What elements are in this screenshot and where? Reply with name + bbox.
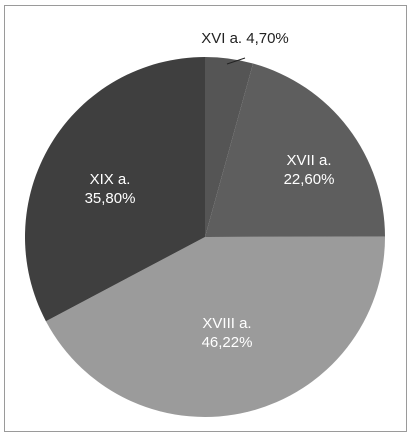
pie-slice-2 (205, 63, 385, 237)
pie-slice-1 (205, 57, 254, 237)
pie-chart: XVI a. 4,70% XVII a. 22,60% XVIII a. 46,22% X… (25, 30, 386, 418)
slice-label-3: XVIII a. 46,22% (202, 315, 253, 351)
pie-slice-3 (45, 236, 386, 418)
chart-frame: XVI a. 4,70% XVII a. 22,60% XVIII a. 46,22% X… (4, 5, 407, 432)
slice-label-2: XVII a. 22,60% (284, 152, 335, 188)
leader-line-1 (226, 57, 246, 65)
labels-group: XVI a. 4,70% XVII a. 22,60% XVIII a. 46,22% X… (85, 30, 335, 351)
pie-slice-4 (25, 57, 206, 322)
slice-label-4: XIX a. 35,80% (85, 171, 136, 207)
slice-label-1: XVI a. 4,70% (201, 30, 289, 47)
slices-group (25, 57, 386, 418)
